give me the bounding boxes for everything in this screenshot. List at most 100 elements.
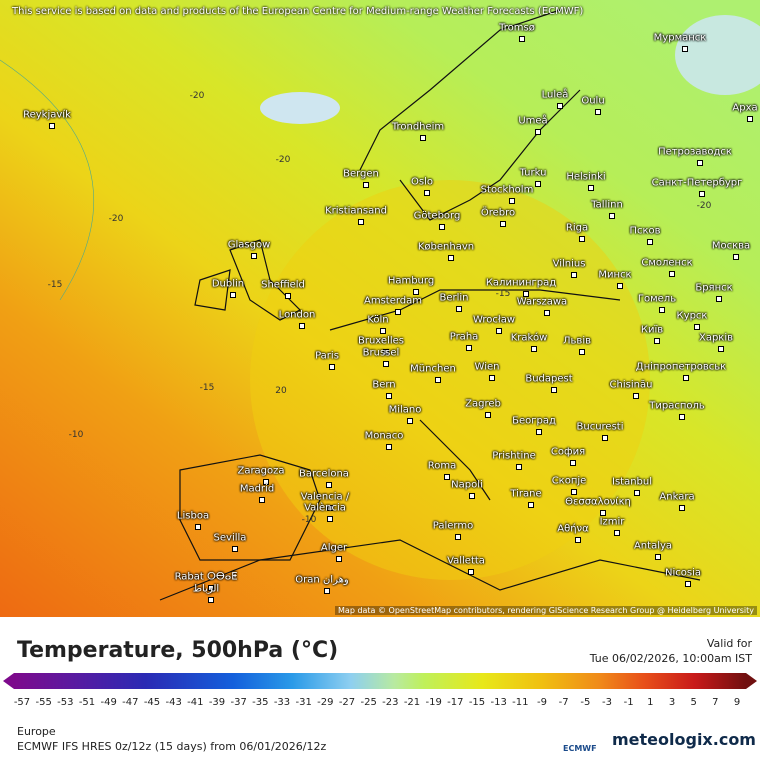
notice: This service is based on data and produc… xyxy=(12,6,584,17)
city-label: Харків xyxy=(698,332,734,344)
contour-label: -10 xyxy=(301,515,317,525)
city-label: Valletta xyxy=(447,555,485,567)
city-marker xyxy=(544,310,550,316)
city-label: Київ xyxy=(640,324,664,336)
colorbar-label: -57 xyxy=(13,697,31,708)
city-label: Hamburg xyxy=(387,275,435,287)
valid-box: Valid for Tue 06/02/2026, 10:00am IST xyxy=(590,636,752,666)
contour-label: -20 xyxy=(275,155,291,165)
city-marker xyxy=(570,460,576,466)
city-marker xyxy=(571,272,577,278)
city-label: Београд xyxy=(512,415,556,427)
city-label: København xyxy=(417,241,475,253)
city-marker xyxy=(733,254,739,260)
city-marker xyxy=(579,236,585,242)
city-marker xyxy=(535,181,541,187)
city-marker xyxy=(469,493,475,499)
city-marker xyxy=(407,418,413,424)
contour-label: -15 xyxy=(199,383,215,393)
city-label: Псков xyxy=(629,225,661,237)
city-marker xyxy=(682,46,688,52)
city-marker xyxy=(571,489,577,495)
city-label: Monaco xyxy=(364,430,404,442)
city-marker xyxy=(208,585,214,591)
colorbar-label: 7 xyxy=(712,697,719,708)
city-label: Гомель xyxy=(637,293,677,305)
colorbar-label: 3 xyxy=(668,697,676,708)
valid-time: Tue 06/02/2026, 10:00am IST xyxy=(589,652,752,665)
city-marker xyxy=(683,375,689,381)
city-marker xyxy=(679,414,685,420)
colorbar-label: -13 xyxy=(490,697,507,708)
city-label: Zagreb xyxy=(465,398,501,410)
city-label: Nicosia xyxy=(665,567,701,579)
city-label: München xyxy=(410,363,456,375)
colorbar-label: -31 xyxy=(295,697,312,708)
city-label: Reykjavík xyxy=(23,109,71,121)
colorbar-label: -49 xyxy=(100,697,117,708)
colorbar-label: -47 xyxy=(122,697,139,708)
city-marker xyxy=(439,224,445,230)
city-label: Oran وهران xyxy=(295,574,349,586)
city-marker xyxy=(588,185,594,191)
map: This service is based on data and produc… xyxy=(0,0,760,617)
colorbar-label: -19 xyxy=(425,697,442,708)
city-marker xyxy=(633,393,639,399)
city-label: Львів xyxy=(563,335,591,347)
colorbar-label: -37 xyxy=(230,697,247,708)
city-label: Riga xyxy=(565,222,589,234)
city-marker xyxy=(617,283,623,289)
city-label: Bern xyxy=(372,379,396,391)
city-label: Luleå xyxy=(541,89,569,101)
city-marker xyxy=(654,338,660,344)
city-label: Tromsø xyxy=(499,22,535,34)
city-label: Istanbul xyxy=(611,476,653,488)
city-marker xyxy=(595,109,601,115)
city-label: الرباط xyxy=(192,583,220,595)
city-label: Санкт-Петербург xyxy=(651,177,743,189)
city-label: Helsinki xyxy=(566,171,606,183)
colorbar-label: -33 xyxy=(273,697,291,708)
temperature-field xyxy=(0,0,760,617)
contour-label: -20 xyxy=(696,201,712,211)
city-marker xyxy=(363,182,369,188)
city-marker xyxy=(327,516,333,522)
city-marker xyxy=(600,510,606,516)
colorbar-label: -35 xyxy=(252,697,269,708)
city-label: Дніпропетровськ xyxy=(635,361,727,373)
city-label: Sheffield xyxy=(261,279,305,291)
brand[interactable]: meteologix.com xyxy=(612,730,756,749)
city-marker xyxy=(519,36,525,42)
city-marker xyxy=(557,103,563,109)
city-label: Смоленск xyxy=(641,257,693,269)
city-label: Prishtine xyxy=(492,450,536,462)
city-marker xyxy=(716,296,722,302)
city-marker xyxy=(455,534,461,540)
colorbar-label: -11 xyxy=(512,697,529,708)
colorbar-label: -23 xyxy=(382,697,399,708)
city-marker xyxy=(575,537,581,543)
city-marker xyxy=(251,253,257,259)
city-label: Örebro xyxy=(480,207,516,219)
city-label: Bergen xyxy=(343,168,379,180)
city-marker xyxy=(466,345,472,351)
city-label: Минск xyxy=(598,269,632,281)
city-label: Antalya xyxy=(633,540,673,552)
city-label: Milano xyxy=(388,404,422,416)
city-marker xyxy=(435,377,441,383)
city-marker xyxy=(528,502,534,508)
city-marker xyxy=(500,221,506,227)
city-marker xyxy=(655,554,661,560)
city-marker xyxy=(444,474,450,480)
city-label: Izmir xyxy=(599,516,625,528)
city-marker xyxy=(485,412,491,418)
colorbar-label: -51 xyxy=(78,697,96,708)
city-marker xyxy=(263,479,269,485)
contour-label: -20 xyxy=(189,91,205,101)
city-label: Paris xyxy=(315,350,339,362)
city-label: Wrocław xyxy=(472,314,516,326)
city-label: Glasgow xyxy=(227,239,271,251)
colorbar-label: -45 xyxy=(143,697,161,708)
city-marker xyxy=(669,271,675,277)
colorbar-label: 5 xyxy=(690,697,697,708)
